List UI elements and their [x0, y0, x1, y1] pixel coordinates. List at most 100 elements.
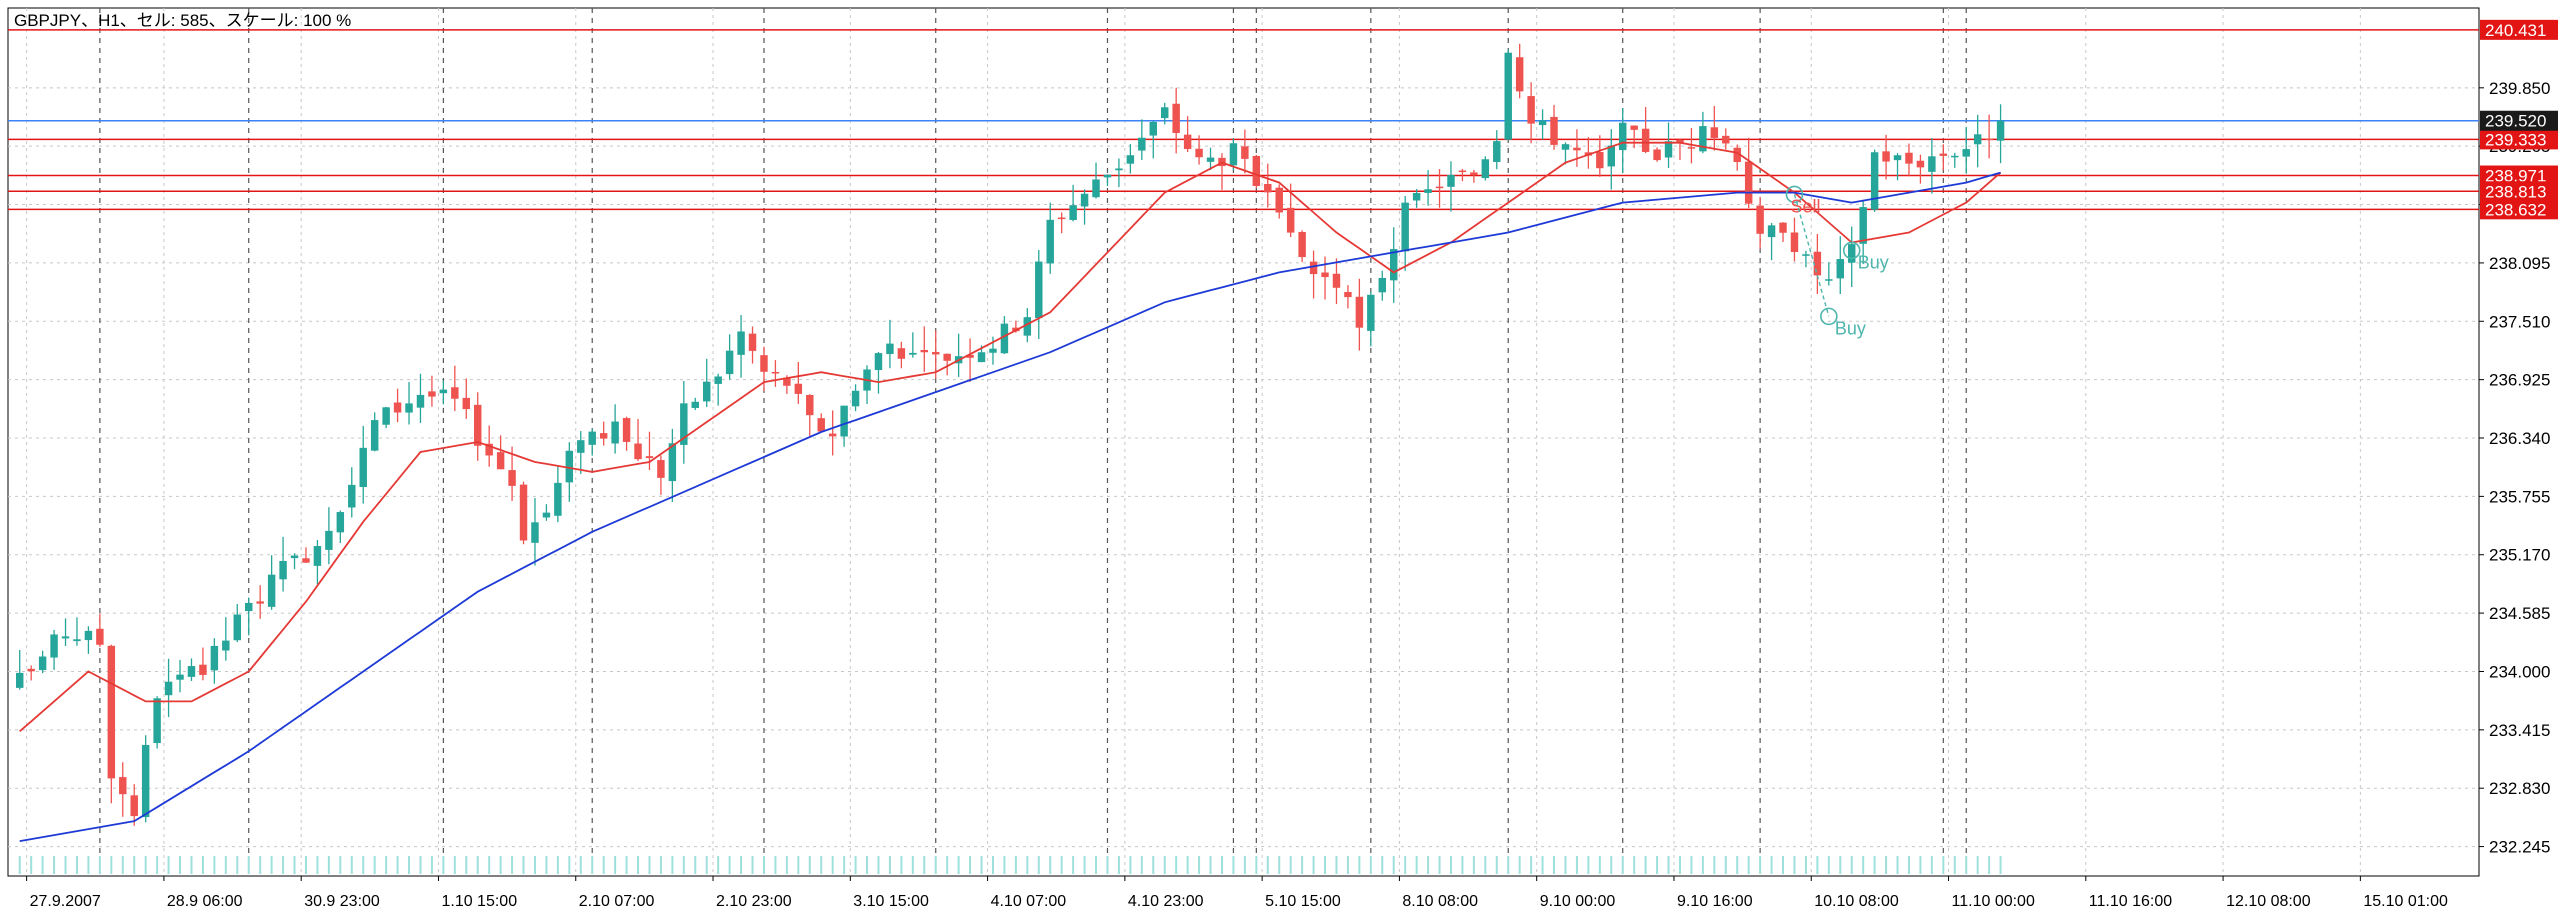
candle-body[interactable]	[657, 460, 665, 478]
candle-body[interactable]	[1916, 160, 1925, 168]
candle-body[interactable]	[393, 402, 402, 413]
buy-marker-label[interactable]: Buy	[1835, 318, 1866, 338]
candle-body[interactable]	[1859, 207, 1867, 244]
candle-body[interactable]	[1378, 277, 1386, 293]
candle-body[interactable]	[1092, 179, 1100, 198]
candle-body[interactable]	[1996, 120, 2005, 141]
candle-body[interactable]	[1023, 317, 1032, 336]
candle-body[interactable]	[1619, 122, 1627, 151]
candle-body[interactable]	[909, 352, 917, 355]
candle-body[interactable]	[977, 352, 986, 363]
trade-markers[interactable]: Sell Buy Buy	[1785, 185, 1889, 338]
candle-body[interactable]	[348, 484, 356, 508]
candle-body[interactable]	[1573, 147, 1581, 151]
candle-body[interactable]	[817, 418, 825, 432]
candle-body[interactable]	[932, 352, 940, 355]
candle-body[interactable]	[1275, 187, 1283, 213]
candle-body[interactable]	[1435, 186, 1444, 189]
candle-body[interactable]	[405, 403, 413, 413]
candle-body[interactable]	[1756, 205, 1764, 234]
candle-body[interactable]	[966, 354, 974, 358]
candle-body[interactable]	[680, 403, 688, 445]
candle-body[interactable]	[691, 401, 699, 408]
candle-body[interactable]	[1264, 184, 1272, 193]
candle-body[interactable]	[897, 348, 906, 359]
candle-body[interactable]	[1298, 232, 1306, 258]
candle-body[interactable]	[1046, 219, 1054, 264]
candle-body[interactable]	[1470, 172, 1478, 176]
candle-body[interactable]	[84, 630, 93, 641]
candle-body[interactable]	[1744, 161, 1753, 204]
candle-body[interactable]	[531, 522, 539, 543]
candle-body[interactable]	[1138, 137, 1146, 151]
candle-body[interactable]	[73, 639, 81, 642]
candle-body[interactable]	[989, 348, 997, 353]
candle-body[interactable]	[1802, 254, 1810, 256]
candle-body[interactable]	[1183, 134, 1192, 149]
candle-body[interactable]	[1676, 139, 1684, 144]
candle-body[interactable]	[1355, 296, 1364, 328]
candle-body[interactable]	[1412, 193, 1421, 201]
candle-body[interactable]	[588, 431, 596, 445]
candle-body[interactable]	[1527, 96, 1535, 124]
candle-body[interactable]	[256, 601, 264, 604]
candle-body[interactable]	[645, 456, 654, 459]
candle-body[interactable]	[1699, 126, 1707, 152]
candle-body[interactable]	[1172, 103, 1180, 133]
candle-body[interactable]	[760, 355, 768, 372]
candle-body[interactable]	[1825, 279, 1833, 281]
candle-body[interactable]	[554, 482, 562, 516]
candle-body[interactable]	[1493, 141, 1501, 162]
candle-body[interactable]	[370, 420, 379, 451]
candle-body[interactable]	[1538, 120, 1547, 126]
candle-body[interactable]	[210, 645, 219, 671]
candle-body[interactable]	[1115, 168, 1123, 171]
candle-body[interactable]	[290, 555, 299, 559]
candle-body[interactable]	[1653, 149, 1661, 161]
candle-body[interactable]	[1332, 273, 1341, 288]
candle-body[interactable]	[634, 443, 642, 460]
candle-body[interactable]	[1893, 155, 1902, 161]
candle-body[interactable]	[474, 404, 482, 446]
candle-body[interactable]	[61, 636, 70, 639]
candle-body[interactable]	[1080, 193, 1089, 207]
candle-body[interactable]	[451, 387, 459, 399]
candle-body[interactable]	[325, 530, 333, 550]
candle-body[interactable]	[1241, 146, 1249, 159]
sell-marker-label[interactable]: Sell	[1790, 196, 1820, 216]
candle-body[interactable]	[141, 744, 150, 818]
candlesticks[interactable]	[16, 43, 2005, 826]
candle-body[interactable]	[38, 656, 47, 671]
candle-body[interactable]	[176, 674, 184, 680]
candle-body[interactable]	[714, 376, 722, 384]
candle-body[interactable]	[130, 795, 138, 817]
candle-body[interactable]	[1000, 323, 1009, 354]
candle-body[interactable]	[462, 397, 470, 410]
candle-body[interactable]	[1905, 152, 1913, 164]
candle-body[interactable]	[16, 672, 24, 688]
candle-body[interactable]	[828, 433, 837, 437]
candle-body[interactable]	[1447, 174, 1455, 187]
candle-body[interactable]	[1504, 52, 1512, 140]
candle-body[interactable]	[1928, 156, 1936, 172]
candle-body[interactable]	[164, 681, 173, 696]
candle-body[interactable]	[1321, 272, 1329, 278]
candle-body[interactable]	[1286, 207, 1295, 233]
candle-body[interactable]	[1103, 174, 1112, 178]
candle-body[interactable]	[1687, 147, 1696, 149]
candle-body[interactable]	[1069, 205, 1077, 220]
buy-marker-icon[interactable]	[1820, 307, 1838, 326]
candle-body[interactable]	[1790, 232, 1799, 253]
candle-body[interactable]	[874, 353, 883, 371]
candle-body[interactable]	[1596, 152, 1604, 169]
candle-body[interactable]	[565, 450, 574, 483]
buy-marker-label[interactable]: Buy	[1858, 252, 1889, 272]
candle-body[interactable]	[107, 645, 116, 779]
candle-body[interactable]	[748, 333, 757, 351]
buy-marker-icon[interactable]	[1842, 241, 1861, 260]
candle-body[interactable]	[1550, 116, 1558, 145]
candle-body[interactable]	[1722, 135, 1730, 144]
candle-body[interactable]	[1733, 147, 1741, 163]
plot-area[interactable]	[7, 7, 2480, 877]
candle-body[interactable]	[1641, 128, 1650, 152]
